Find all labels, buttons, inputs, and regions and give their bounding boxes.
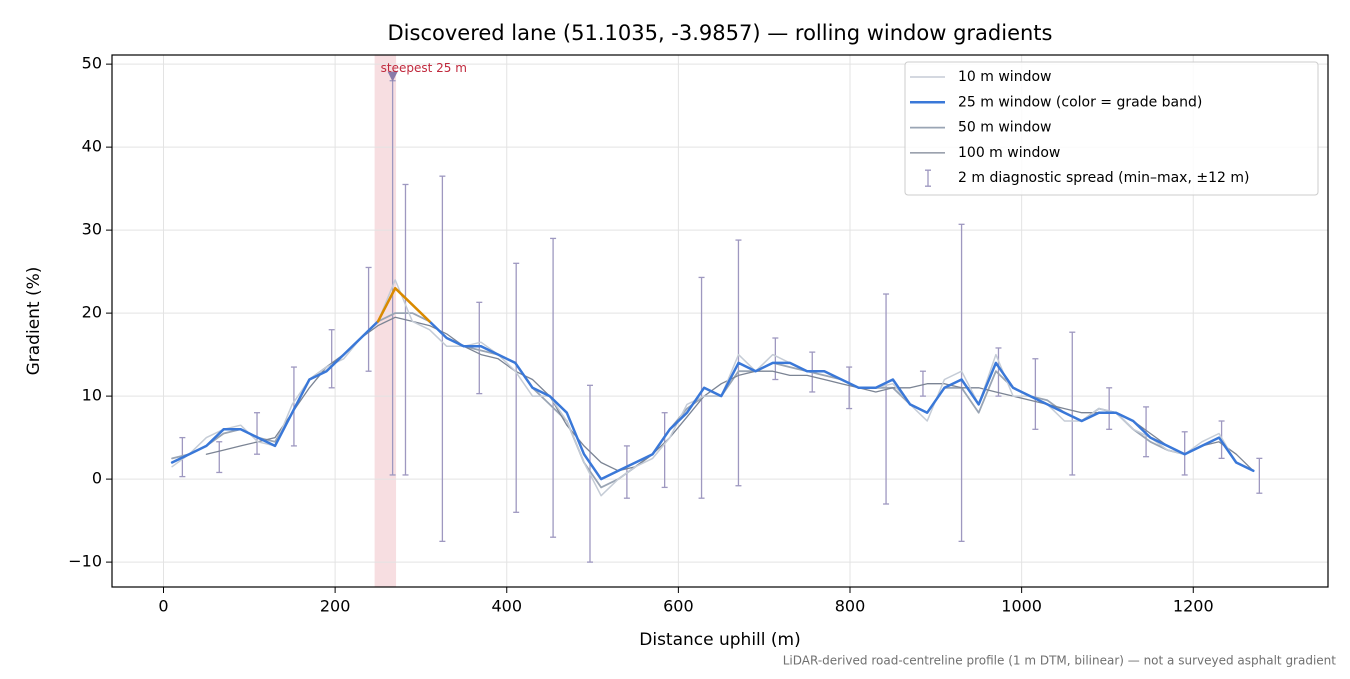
error-bar [1032, 358, 1039, 430]
x-tick-label: 600 [663, 597, 694, 616]
error-bar [661, 412, 668, 489]
x-tick-label: 400 [491, 597, 522, 616]
error-bar [365, 266, 372, 372]
error-bar [439, 175, 446, 543]
x-tick-label: 1200 [1173, 597, 1214, 616]
error-bar [513, 262, 520, 513]
y-tick-label: 50 [82, 54, 102, 73]
x-tick-label: 800 [835, 597, 866, 616]
error-bar [1256, 457, 1263, 494]
error-bar [328, 329, 335, 389]
error-bar [1069, 331, 1076, 476]
highlight-label: steepest 25 m [381, 61, 467, 75]
error-bar [698, 276, 705, 499]
highlight-span [374, 55, 397, 587]
series-line [170, 320, 380, 464]
footnote: LiDAR-derived road-centreline profile (1… [783, 654, 1337, 668]
error-bar [1106, 387, 1113, 430]
y-tick-label: −10 [68, 552, 102, 571]
legend: 10 m window 25 m window (color = grade ba… [904, 61, 1319, 196]
x-tick-label: 200 [320, 597, 351, 616]
legend-label: 10 m window [958, 69, 1051, 85]
error-bar [846, 366, 853, 410]
y-tick-label: 30 [82, 220, 102, 239]
y-tick-label: 20 [82, 303, 102, 322]
error-bar [958, 223, 965, 543]
y-tick-label: 0 [92, 469, 102, 488]
x-tick-label: 1000 [1001, 597, 1042, 616]
error-bar [216, 441, 223, 474]
legend-label: 2 m diagnostic spread (min–max, ±12 m) [958, 170, 1249, 186]
error-bar [550, 237, 557, 538]
series-line [376, 286, 431, 323]
error-bar [476, 301, 483, 395]
error-bar [402, 183, 409, 476]
chart-title: Discovered lane (51.1035, -3.9857) — rol… [388, 21, 1053, 45]
legend-label: 50 m window [958, 120, 1051, 136]
series-line [171, 279, 1255, 497]
error-bar [772, 337, 779, 381]
x-axis-label: Distance uphill (m) [639, 630, 800, 650]
error-bar [995, 347, 1002, 397]
series-line [428, 320, 1255, 481]
y-tick-label: 40 [82, 137, 102, 156]
plot-frame [111, 54, 1329, 588]
legend-label: 100 m window [958, 145, 1060, 161]
highlight-marker [387, 71, 398, 82]
x-tick-label: 0 [158, 597, 168, 616]
error-bar [290, 366, 297, 447]
y-axis-label: Gradient (%) [24, 267, 44, 376]
error-bar [883, 293, 890, 505]
error-bar [919, 370, 926, 397]
y-tick-label: 10 [82, 386, 102, 405]
legend-box [904, 61, 1319, 196]
legend-swatch [925, 169, 931, 187]
legend-label: 25 m window (color = grade band) [958, 94, 1202, 110]
error-bar [254, 412, 261, 455]
